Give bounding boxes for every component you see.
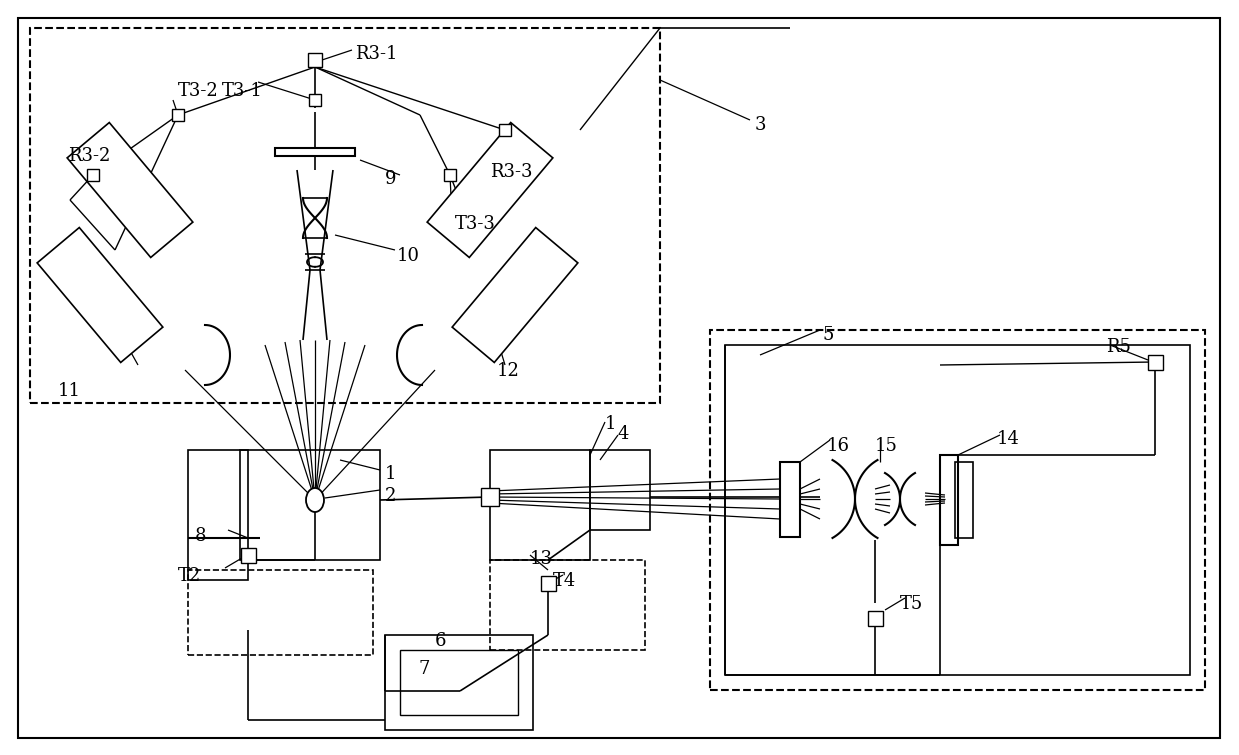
Text: 2: 2 [385, 487, 396, 505]
Text: 15: 15 [875, 437, 898, 455]
Bar [1147, 355, 1162, 369]
Bar [188, 570, 373, 655]
Bar [710, 330, 1206, 690]
Text: T5: T5 [900, 595, 923, 613]
Text: R3-2: R3-2 [68, 147, 110, 165]
Text: 4: 4 [618, 425, 629, 443]
Text: 10: 10 [396, 247, 420, 265]
Bar [725, 345, 1189, 675]
Bar [444, 169, 456, 181]
Text: 13: 13 [530, 550, 553, 568]
Text: T3-3: T3-3 [455, 215, 496, 233]
Text: 5: 5 [821, 326, 834, 344]
Bar [188, 450, 248, 580]
Bar [489, 450, 590, 560]
Polygon shape [452, 227, 577, 362]
Text: T2: T2 [178, 567, 201, 585]
Text: T3-1: T3-1 [222, 82, 263, 100]
Text: T3-2: T3-2 [178, 82, 219, 100]
Text: 1: 1 [605, 415, 617, 433]
Bar [781, 462, 800, 537]
Bar [590, 450, 650, 530]
Bar [481, 488, 499, 506]
Bar [172, 109, 185, 121]
Text: R3-3: R3-3 [489, 163, 533, 181]
Bar [240, 450, 380, 560]
Bar [499, 124, 510, 136]
Bar [87, 169, 99, 181]
Text: 6: 6 [435, 632, 446, 650]
Text: 7: 7 [418, 660, 430, 678]
Text: 14: 14 [997, 430, 1020, 448]
Bar [489, 560, 646, 650]
Text: R3-1: R3-1 [356, 45, 398, 63]
Text: 11: 11 [58, 382, 81, 400]
Ellipse shape [306, 488, 325, 512]
Bar [240, 547, 255, 562]
Text: 3: 3 [755, 116, 767, 134]
Polygon shape [37, 227, 162, 362]
Text: 9: 9 [385, 170, 396, 188]
Bar [275, 148, 356, 156]
Bar [309, 94, 321, 106]
Bar [867, 611, 882, 625]
Bar [30, 28, 660, 403]
Text: T4: T4 [553, 572, 576, 590]
Bar [400, 650, 518, 715]
Polygon shape [67, 122, 193, 257]
Text: 16: 16 [826, 437, 850, 455]
Text: 12: 12 [497, 362, 520, 380]
Bar [540, 575, 555, 590]
Text: 8: 8 [195, 527, 207, 545]
Polygon shape [427, 122, 553, 257]
Bar [955, 462, 973, 538]
Bar [385, 635, 533, 730]
Bar [309, 53, 322, 67]
Text: 1: 1 [385, 465, 396, 483]
Text: R5: R5 [1106, 338, 1131, 356]
Bar [940, 455, 958, 545]
